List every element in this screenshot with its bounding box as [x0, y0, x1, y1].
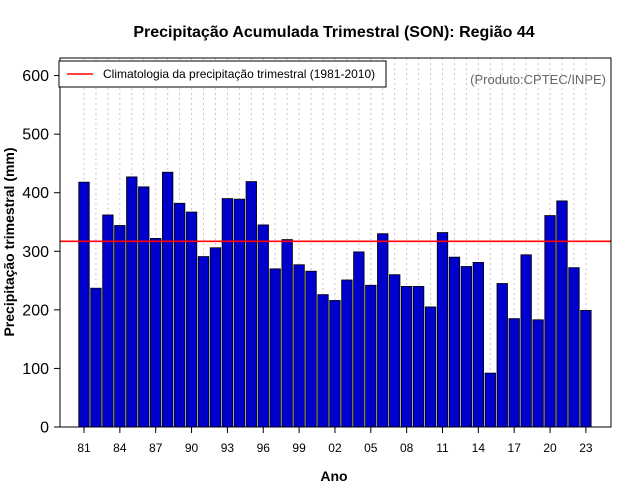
ytick-label-400: 400 — [22, 185, 49, 202]
bar-88 — [161, 171, 174, 428]
xtick-label-20: 20 — [543, 441, 557, 455]
bar-02 — [329, 300, 341, 428]
credit-text: (Produto:CPTEC/INPE) — [470, 72, 606, 87]
xtick-label-99: 99 — [292, 441, 306, 455]
bar-01 — [317, 294, 329, 428]
bar-22 — [568, 267, 580, 428]
bar-93 — [221, 198, 234, 428]
legend: Climatologia da precipitação trimestral … — [58, 60, 387, 88]
plot-frame — [59, 57, 612, 428]
xtick-label-02: 02 — [328, 441, 342, 455]
bar-10 — [424, 306, 437, 428]
bar-87 — [150, 237, 162, 428]
xtick-label-90: 90 — [185, 441, 199, 455]
bar-08 — [400, 286, 413, 428]
grid — [83, 58, 587, 427]
bar-15 — [484, 372, 496, 428]
bar-97 — [269, 268, 281, 428]
ytick-label-0: 0 — [40, 420, 49, 437]
bar-07 — [389, 274, 401, 428]
bar-99 — [293, 264, 305, 428]
bar-12 — [448, 256, 461, 428]
y-axis: 0 100 200 300 400 500 600 — [22, 68, 60, 437]
ytick-label-100: 100 — [22, 361, 49, 378]
bar-20 — [544, 215, 556, 428]
bar-89 — [173, 202, 186, 428]
bar-06 — [377, 233, 389, 428]
bar-09 — [412, 286, 425, 428]
legend-label: Climatologia da precipitação trimestral … — [103, 67, 375, 81]
bar-04 — [353, 251, 365, 428]
bar-94 — [233, 198, 246, 428]
xtick-label-81: 81 — [77, 441, 91, 455]
ytick-label-200: 200 — [22, 302, 49, 319]
bar-98 — [281, 239, 293, 428]
bar-16 — [496, 283, 508, 428]
bar-81 — [78, 181, 90, 428]
xtick-label-14: 14 — [472, 441, 486, 455]
bar-05 — [365, 284, 377, 428]
ytick-label-500: 500 — [22, 127, 49, 144]
bars — [78, 171, 592, 428]
bar-19 — [532, 319, 544, 428]
bar-83 — [102, 214, 114, 428]
bar-21 — [556, 200, 568, 428]
x-axis: 81 84 87 90 93 96 99 02 05 08 11 14 17 20 23 — [77, 427, 593, 455]
ytick-label-300: 300 — [22, 244, 49, 261]
x-axis-title: Ano — [320, 468, 347, 484]
xtick-label-93: 93 — [221, 441, 235, 455]
legend-box — [58, 60, 387, 88]
xtick-label-11: 11 — [436, 441, 449, 455]
bar-85 — [126, 176, 138, 428]
xtick-label-08: 08 — [400, 441, 414, 455]
bar-18 — [520, 254, 532, 428]
xtick-label-84: 84 — [113, 441, 127, 455]
xtick-label-96: 96 — [257, 441, 271, 455]
bar-95 — [245, 181, 257, 428]
xtick-label-05: 05 — [364, 441, 378, 455]
ytick-label-600: 600 — [22, 68, 49, 85]
bar-84 — [114, 225, 126, 428]
bar-90 — [185, 211, 198, 428]
bar-14 — [472, 262, 485, 428]
y-axis-title: Precipitação trimestral (mm) — [1, 147, 17, 336]
chart-title: Precipitação Acumulada Trimestral (SON):… — [133, 24, 534, 41]
xtick-label-87: 87 — [149, 441, 163, 455]
bar-17 — [508, 318, 520, 428]
bar-96 — [257, 224, 269, 428]
bar-86 — [138, 186, 150, 428]
bar-11 — [436, 232, 449, 428]
bar-00 — [305, 270, 317, 428]
bar-03 — [341, 279, 353, 428]
bar-23 — [580, 310, 592, 428]
xtick-label-23: 23 — [579, 441, 593, 455]
bar-13 — [460, 266, 473, 428]
bar-92 — [209, 247, 222, 428]
xtick-label-17: 17 — [508, 441, 522, 455]
bar-82 — [90, 287, 102, 428]
bar-91 — [197, 256, 210, 428]
